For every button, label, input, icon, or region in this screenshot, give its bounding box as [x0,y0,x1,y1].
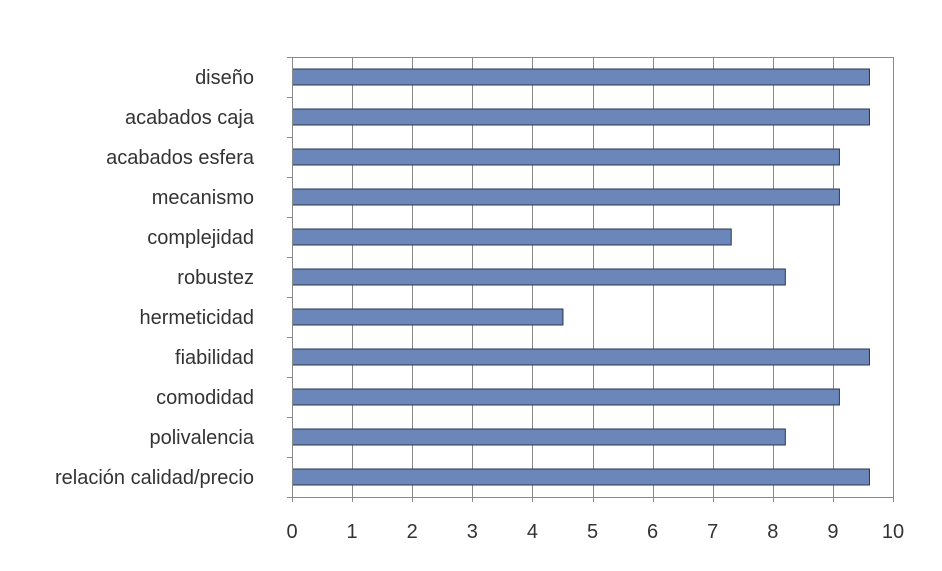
category-label: hermeticidad [139,307,254,329]
x-tick-label: 8 [767,521,778,543]
bar [292,268,786,286]
category-label: acabados caja [125,107,255,129]
category-label: fiabilidad [175,347,254,369]
category-label: polivalencia [149,427,254,449]
plot-frame [292,57,894,498]
bar [292,108,870,126]
x-tick-label: 9 [827,521,838,543]
x-tick-label: 6 [647,521,658,543]
bar [292,188,840,206]
x-tick-label: 5 [587,521,598,543]
category-labels: diseño acabados caja acabados esfera mecani… [55,67,255,489]
bar [292,148,840,166]
bar [292,68,870,86]
x-tick-label: 7 [707,521,718,543]
x-tick-label: 1 [347,521,358,543]
bar [292,428,786,446]
category-label: diseño [195,67,254,89]
category-label: relación calidad/precio [55,467,254,489]
category-label: comodidad [156,387,254,409]
category-label: robustez [177,267,254,289]
bar [292,308,564,326]
x-tick-label: 4 [527,521,538,543]
bar [292,348,870,366]
axes [287,57,894,502]
x-tick-label: 10 [882,521,904,543]
bars [292,68,870,486]
x-tick-labels: 0 1 2 3 4 5 6 7 8 9 10 [286,521,904,543]
x-tick-label: 3 [467,521,478,543]
x-tick-label: 2 [407,521,418,543]
category-label: acabados esfera [106,147,255,169]
x-tick-label: 0 [286,521,297,543]
bar [292,388,840,406]
bar [292,228,732,246]
category-label: complejidad [147,227,254,249]
category-label: mecanismo [152,187,254,209]
bar [292,468,870,486]
